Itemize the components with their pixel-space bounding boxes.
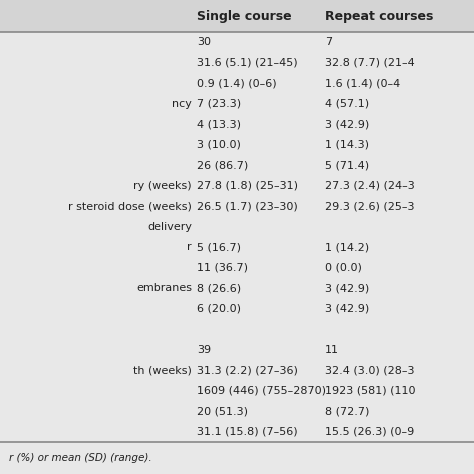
Text: 8 (26.6): 8 (26.6) [197, 283, 241, 293]
Text: 6 (20.0): 6 (20.0) [197, 304, 241, 314]
Text: 11: 11 [325, 345, 339, 355]
Text: r: r [187, 242, 192, 252]
Text: r steroid dose (weeks): r steroid dose (weeks) [68, 201, 192, 211]
Text: 26.5 (1.7) (23–30): 26.5 (1.7) (23–30) [197, 201, 298, 211]
Text: 5 (71.4): 5 (71.4) [325, 160, 369, 170]
Text: delivery: delivery [147, 222, 192, 232]
Text: 29.3 (2.6) (25–3: 29.3 (2.6) (25–3 [325, 201, 414, 211]
Text: th (weeks): th (weeks) [133, 365, 192, 375]
Text: 26 (86.7): 26 (86.7) [197, 160, 248, 170]
Bar [0, 0, 474, 32]
Text: 1.6 (1.4) (0–4: 1.6 (1.4) (0–4 [325, 78, 400, 89]
Text: 3 (42.9): 3 (42.9) [325, 119, 369, 129]
Text: 32.4 (3.0) (28–3: 32.4 (3.0) (28–3 [325, 365, 414, 375]
Text: 20 (51.3): 20 (51.3) [197, 406, 248, 416]
Text: 30: 30 [197, 37, 211, 47]
Text: 1 (14.2): 1 (14.2) [325, 242, 369, 252]
Text: embranes: embranes [136, 283, 192, 293]
Text: 3 (10.0): 3 (10.0) [197, 140, 241, 150]
Text: Repeat courses: Repeat courses [325, 9, 433, 23]
Text: 0 (0.0): 0 (0.0) [325, 263, 362, 273]
Text: 31.1 (15.8) (7–56): 31.1 (15.8) (7–56) [197, 427, 297, 437]
Text: Single course: Single course [197, 9, 292, 23]
Text: 15.5 (26.3) (0–9: 15.5 (26.3) (0–9 [325, 427, 414, 437]
Text: 4 (57.1): 4 (57.1) [325, 99, 369, 109]
Text: 7 (23.3): 7 (23.3) [197, 99, 241, 109]
Text: 3 (42.9): 3 (42.9) [325, 283, 369, 293]
Text: 1923 (581) (110: 1923 (581) (110 [325, 385, 415, 396]
Text: 27.3 (2.4) (24–3: 27.3 (2.4) (24–3 [325, 181, 414, 191]
Text: 1609 (446) (755–2870): 1609 (446) (755–2870) [197, 385, 326, 396]
Text: 4 (13.3): 4 (13.3) [197, 119, 241, 129]
Text: 5 (16.7): 5 (16.7) [197, 242, 241, 252]
Text: ry (weeks): ry (weeks) [133, 181, 192, 191]
Text: 11 (36.7): 11 (36.7) [197, 263, 248, 273]
Text: 31.6 (5.1) (21–45): 31.6 (5.1) (21–45) [197, 58, 297, 68]
Text: 39: 39 [197, 345, 211, 355]
Text: 0.9 (1.4) (0–6): 0.9 (1.4) (0–6) [197, 78, 276, 89]
Text: 31.3 (2.2) (27–36): 31.3 (2.2) (27–36) [197, 365, 298, 375]
Text: 7: 7 [325, 37, 332, 47]
Text: 1 (14.3): 1 (14.3) [325, 140, 369, 150]
Text: 27.8 (1.8) (25–31): 27.8 (1.8) (25–31) [197, 181, 298, 191]
Text: 3 (42.9): 3 (42.9) [325, 304, 369, 314]
Text: ncy: ncy [172, 99, 192, 109]
Text: 8 (72.7): 8 (72.7) [325, 406, 369, 416]
Text: 32.8 (7.7) (21–4: 32.8 (7.7) (21–4 [325, 58, 414, 68]
Text: r (%) or mean (SD) (range).: r (%) or mean (SD) (range). [9, 453, 152, 463]
